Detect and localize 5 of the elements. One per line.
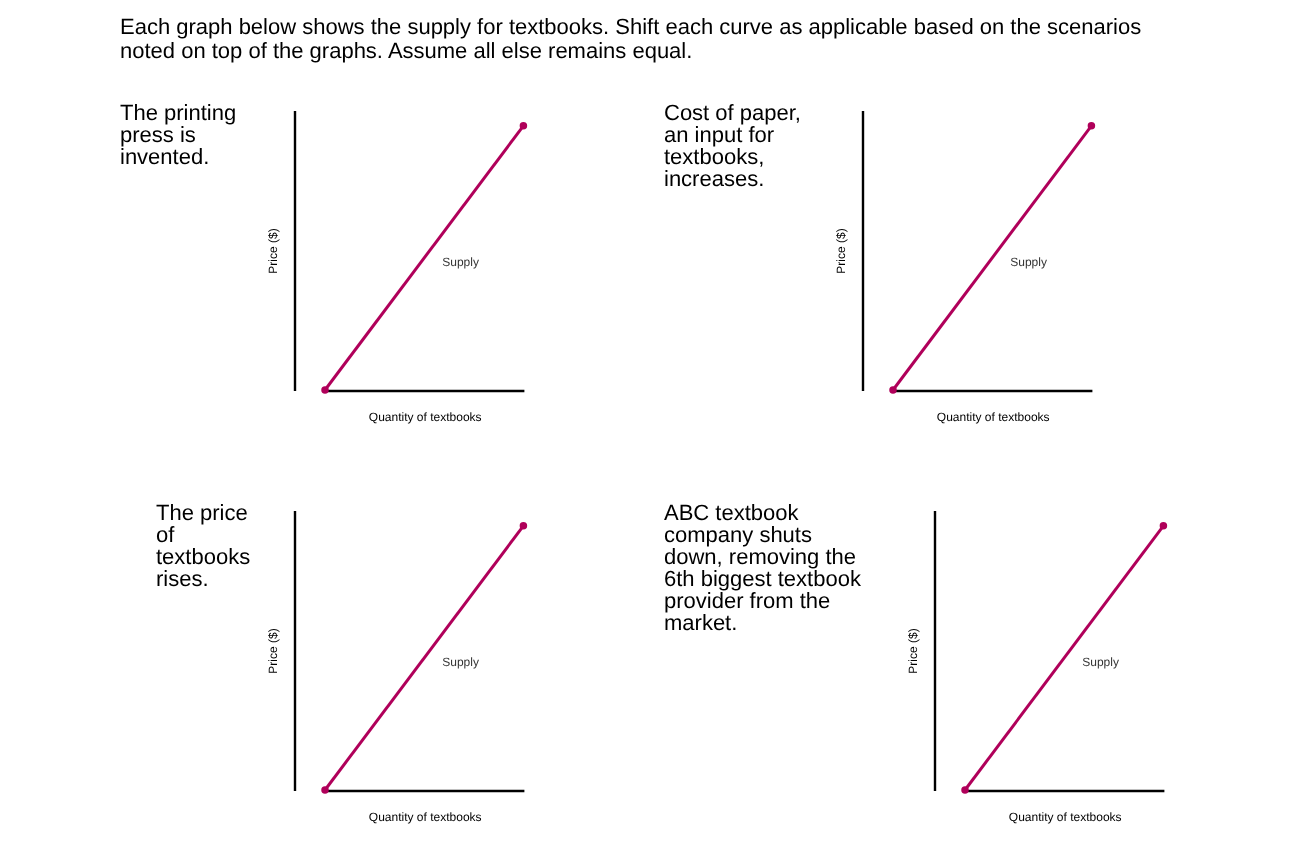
chart-title: The printing press is invented.: [120, 102, 237, 170]
text: Each graph below shows the supply for textbooks. Shift each curve as applicable based on the scenarios noted on top of the graphs. Assume all else remains equal.: [120, 16, 1143, 64]
chart-title: Cost of paper, an input for textbooks, increases.: [664, 102, 801, 192]
text: ABC textbook company shuts down, removing the 6th biggest textbook provider from the market.: [664, 502, 862, 636]
chart-title: The price of textbooks rises.: [156, 502, 252, 592]
